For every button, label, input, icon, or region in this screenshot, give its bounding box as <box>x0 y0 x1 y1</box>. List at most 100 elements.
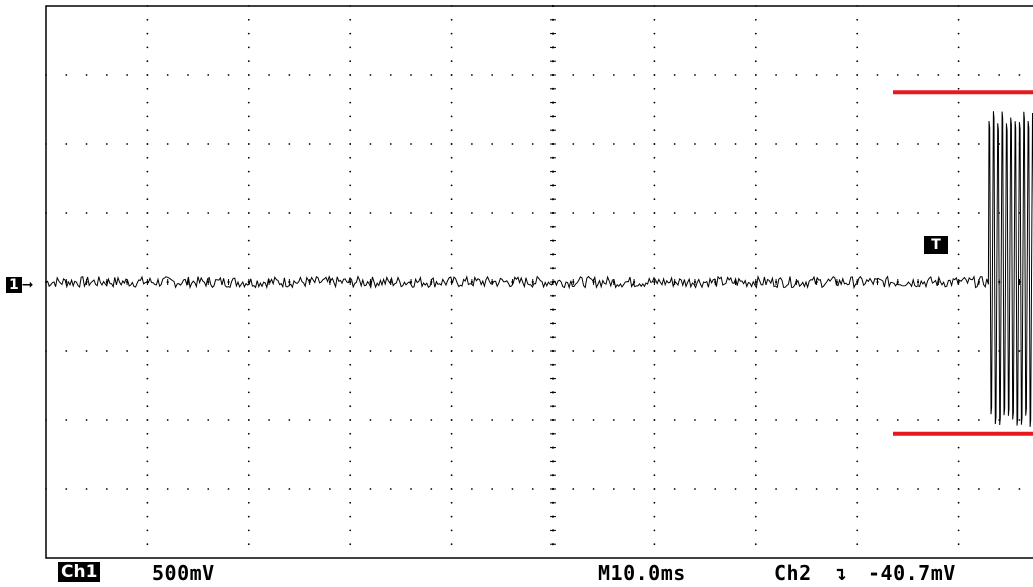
grid-dot <box>247 529 250 532</box>
grid-dot <box>450 5 453 7</box>
grid-dot <box>754 46 757 49</box>
grid-dot <box>247 74 250 76</box>
grid-dot <box>653 419 656 421</box>
grid-dot <box>450 432 453 435</box>
grid-dot <box>836 143 838 145</box>
grid-dot <box>247 198 250 201</box>
grid-dot <box>207 74 210 76</box>
grid-dot <box>349 239 352 242</box>
grid-dot <box>430 350 433 352</box>
grid-dot <box>85 74 88 76</box>
grid-dot <box>187 488 189 490</box>
grid-dot <box>166 488 169 490</box>
grid-dot <box>998 488 1001 490</box>
grid-dot <box>754 432 757 435</box>
grid-dot <box>957 294 960 297</box>
grid-dot <box>937 488 940 490</box>
grid-dot <box>389 419 392 421</box>
grid-dot <box>85 350 88 352</box>
grid-dot <box>349 129 352 132</box>
grid-dot <box>856 405 859 408</box>
grid-dot <box>653 432 656 435</box>
grid-dot <box>754 419 757 421</box>
grid-dot <box>247 143 250 145</box>
grid-dot <box>896 488 899 490</box>
grid-dot <box>450 46 453 49</box>
grid-dot <box>815 143 818 145</box>
grid-dot <box>977 143 980 145</box>
grid-dot <box>369 419 372 421</box>
grid-dot <box>957 419 960 421</box>
grid-dot <box>491 419 494 421</box>
channel-1-ground-marker[interactable]: 1 ➞ <box>6 277 42 293</box>
grid-dot <box>957 446 960 449</box>
grid-dot <box>45 419 47 421</box>
grid-dot <box>450 74 453 76</box>
grid-dot <box>349 405 352 408</box>
grid-dot <box>856 184 859 187</box>
grid-dot <box>653 170 656 173</box>
grid-dot <box>754 115 757 118</box>
grid-dot <box>775 350 777 352</box>
grid-dot <box>126 212 129 214</box>
grid-dot <box>247 212 250 214</box>
grid-dot <box>85 488 88 490</box>
grid-dot <box>815 350 818 352</box>
grid-dot <box>856 60 859 63</box>
grid-dot <box>754 501 757 504</box>
grid-dot <box>957 170 960 173</box>
grid-dot <box>937 350 940 352</box>
grid-dot <box>247 46 250 49</box>
grid-dot <box>754 350 757 352</box>
grid-dot <box>653 225 656 228</box>
grid-dot <box>754 143 757 145</box>
grid-dot <box>491 74 494 76</box>
grid-dot <box>795 350 798 352</box>
grid-dot <box>754 377 757 380</box>
grid-dot <box>511 488 514 490</box>
grid-dot <box>146 156 149 159</box>
grid-dot <box>450 529 453 532</box>
grid-dot <box>146 543 149 546</box>
grid-dot <box>633 350 636 352</box>
grid-dot <box>288 419 291 421</box>
grid-dot <box>65 488 68 490</box>
grid-dot <box>572 143 575 145</box>
grid-dot <box>977 74 980 76</box>
grid-dot <box>430 419 433 421</box>
grid-dot <box>754 474 757 477</box>
grid-dot <box>592 212 595 214</box>
grid-dot <box>896 74 899 76</box>
grid-dot <box>653 198 656 201</box>
grid-dot <box>146 253 149 256</box>
grid-dot <box>126 488 129 490</box>
grid-dot <box>349 377 352 380</box>
grid-dot <box>754 74 757 76</box>
grid-dot <box>227 74 230 76</box>
grid-dot <box>146 18 149 21</box>
grid-dot <box>957 198 960 201</box>
grid-dot <box>349 198 352 201</box>
grid-dot <box>714 143 717 145</box>
grid-dot <box>795 74 798 76</box>
grid-dot <box>876 143 879 145</box>
grid-dot <box>450 18 453 21</box>
grid-dot <box>450 446 453 449</box>
grid-dot <box>734 419 737 421</box>
trigger-marker[interactable]: T <box>924 236 948 254</box>
grid-dot <box>247 5 250 7</box>
grid-dot <box>815 419 818 421</box>
grid-dot <box>491 143 494 145</box>
grid-dot <box>856 170 859 173</box>
grid-dot <box>957 143 960 145</box>
grid-dot <box>450 460 453 463</box>
grid-dot <box>754 308 757 311</box>
grid-dot <box>957 350 960 352</box>
grid-dot <box>268 488 270 490</box>
grid-dot <box>166 74 169 76</box>
grid-dot <box>430 488 433 490</box>
grid-dot <box>653 377 656 380</box>
grid-dot <box>450 419 453 421</box>
grid-dot <box>633 74 636 76</box>
grid-dot <box>653 115 656 118</box>
